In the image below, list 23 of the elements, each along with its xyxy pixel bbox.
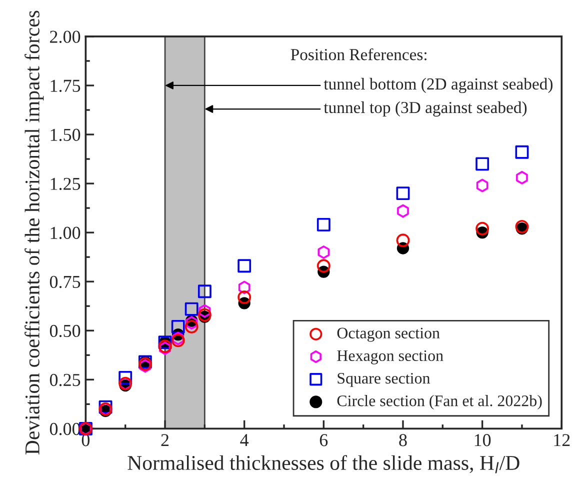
legend-label: Square section — [338, 372, 430, 387]
x-tick-label: 8 — [399, 434, 407, 446]
y-tick-label: 0.75 — [50, 276, 80, 288]
legend-label: Octagon section — [337, 328, 440, 342]
y-axis-title: Deviation coefficients of the horizontal impact forces — [24, 10, 44, 454]
y-tick-label: 2.00 — [50, 30, 80, 43]
annotation: Position References: — [290, 48, 426, 60]
y-tick-label: 1.00 — [50, 226, 80, 240]
x-tick-label: 12 — [554, 434, 570, 446]
x-tick-label: 2 — [161, 434, 169, 446]
x-tick-label: 10 — [474, 434, 491, 446]
annotation: tunnel top (3D against seabed) — [324, 101, 527, 117]
legend-label: Hexagon section — [337, 350, 444, 364]
annotation: tunnel bottom (2D against seabed) — [324, 78, 552, 94]
y-tick-label: 1.25 — [50, 178, 80, 190]
y-tick-label: 1.75 — [50, 80, 80, 92]
x-tick-label: 4 — [240, 434, 249, 446]
y-tick-label: 0.50 — [50, 324, 80, 338]
x-axis-title: Normalised thicknesses of the slide mass, H$_{l}$/D — [128, 455, 520, 474]
y-tick-label: 1.50 — [50, 128, 80, 142]
y-tick-label: 0.25 — [50, 374, 80, 386]
legend-label: Circle section (Fan et al. 2022b) — [337, 395, 542, 410]
x-tick-label: 6 — [320, 434, 328, 446]
